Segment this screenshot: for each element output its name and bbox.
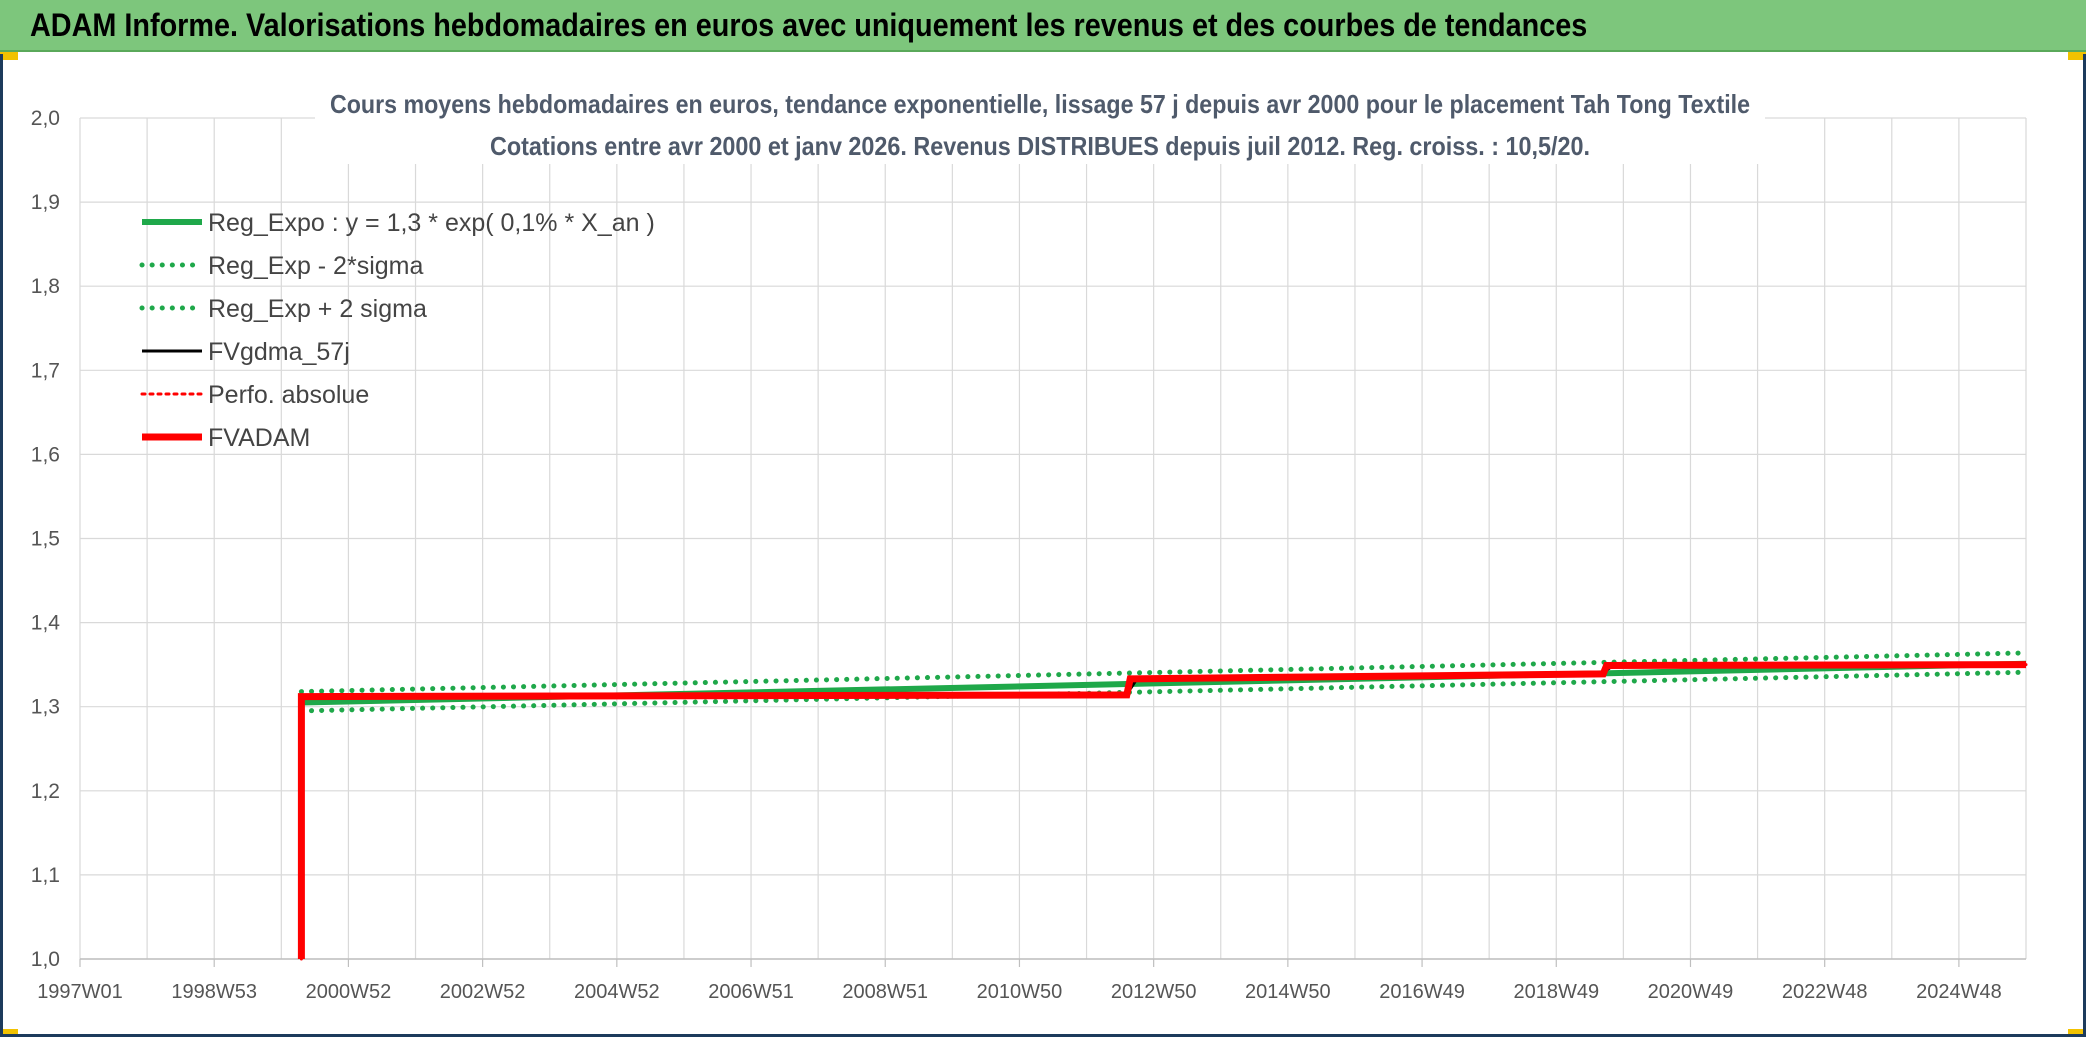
x-tick-label: 1998W53 bbox=[171, 981, 257, 1003]
y-tick-label: 1,0 bbox=[31, 948, 60, 971]
legend-label: Perfo. absolue bbox=[208, 381, 369, 409]
legend-label: FVgdma_57j bbox=[208, 338, 350, 366]
x-tick-label: 2016W49 bbox=[1379, 981, 1465, 1003]
legend-label: Reg_Expo : y = 1,3 * exp( 0,1% * X_an ) bbox=[208, 209, 655, 237]
chart-frame bbox=[0, 54, 2086, 1037]
vertical-gridlines bbox=[79, 118, 2027, 959]
series-line-5 bbox=[297, 661, 2027, 959]
y-tick-label: 1,5 bbox=[31, 528, 60, 551]
y-tick-label: 1,4 bbox=[31, 612, 61, 635]
x-tick-label: 2020W49 bbox=[1648, 981, 1734, 1003]
y-tick-label: 1,1 bbox=[31, 864, 60, 887]
series-line-3 bbox=[299, 663, 2027, 959]
report-banner: ADAM Informe. Valorisations hebdomadaire… bbox=[0, 0, 2086, 52]
series-lines bbox=[297, 650, 2029, 961]
legend-label: FVADAM bbox=[208, 424, 310, 452]
x-tick-label: 1997W01 bbox=[37, 981, 123, 1003]
series-line-4 bbox=[299, 663, 2028, 961]
x-tick-label: 2010W50 bbox=[977, 981, 1063, 1003]
x-tick-label: 2018W49 bbox=[1513, 981, 1599, 1003]
report-title: ADAM Informe. Valorisations hebdomadaire… bbox=[30, 7, 1588, 43]
x-tick-label: 2012W50 bbox=[1111, 981, 1197, 1003]
title-background bbox=[315, 84, 1765, 164]
x-tick-label: 2004W52 bbox=[574, 981, 660, 1003]
corner-marker-left bbox=[0, 52, 18, 60]
y-axis-tick-labels: 1,0 1,1 1,2 1,3 1,4 1,5 1,6 1,7 1,8 1,9 2,0 bbox=[31, 107, 61, 971]
legend-label: Reg_Exp + 2 sigma bbox=[208, 295, 427, 323]
chart-legend: Reg_Expo : y = 1,3 * exp( 0,1% * X_an ) R… bbox=[139, 209, 655, 452]
y-tick-label: 1,3 bbox=[31, 696, 60, 719]
corner-marker-bottom-right bbox=[2068, 1029, 2086, 1037]
horizontal-gridlines bbox=[80, 117, 2026, 960]
x-tick-label: 2022W48 bbox=[1782, 981, 1868, 1003]
y-tick-label: 1,9 bbox=[31, 191, 60, 214]
y-tick-label: 1,8 bbox=[31, 275, 60, 298]
x-tick-label: 2014W50 bbox=[1245, 981, 1331, 1003]
legend-label: Reg_Exp - 2*sigma bbox=[208, 252, 423, 280]
corner-marker-bottom-left bbox=[0, 1029, 18, 1037]
x-tick-label: 2000W52 bbox=[306, 981, 392, 1003]
y-tick-label: 2,0 bbox=[31, 107, 60, 130]
corner-marker-right bbox=[2068, 52, 2086, 60]
y-tick-label: 1,2 bbox=[31, 780, 60, 803]
chart-subtitle: Cotations entre avr 2000 et janv 2026. R… bbox=[490, 131, 1590, 161]
x-tick-label: 2008W51 bbox=[842, 981, 928, 1003]
x-tick-label: 2002W52 bbox=[440, 981, 526, 1003]
y-tick-label: 1,6 bbox=[31, 443, 60, 466]
x-tick-label: 2024W48 bbox=[1916, 981, 2002, 1003]
y-tick-label: 1,7 bbox=[31, 359, 60, 382]
x-tick-label: 2006W51 bbox=[708, 981, 794, 1003]
x-axis-tick-labels: 1997W01 1998W53 2000W52 2002W52 2004W52 2006W… bbox=[37, 958, 2026, 1003]
chart-title: Cours moyens hebdomadaires en euros, ten… bbox=[330, 89, 1750, 119]
